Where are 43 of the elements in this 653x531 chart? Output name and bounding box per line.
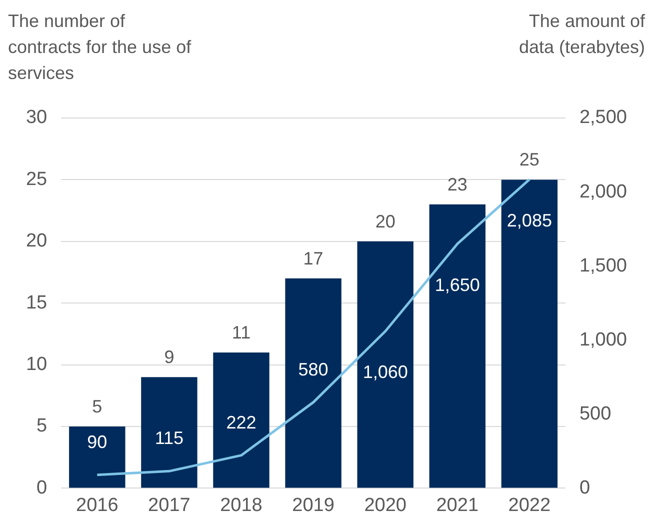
data-label: 9	[164, 347, 174, 368]
y-tick-label: 25	[26, 168, 48, 190]
data-label: 23	[447, 174, 468, 194]
x-tick-label: 2021	[436, 494, 479, 516]
bar	[141, 377, 198, 488]
x-tick-label: 2019	[292, 494, 334, 516]
y2-tick-label: 1,000	[579, 329, 627, 350]
x-tick-label: 2022	[508, 494, 551, 516]
x-tick-label: 2017	[148, 494, 190, 516]
data-label: 25	[519, 150, 540, 170]
data-label: 90	[87, 432, 108, 452]
data-label: 17	[303, 248, 324, 268]
data-label: 222	[226, 412, 256, 432]
data-label: 11	[232, 322, 251, 342]
data-label: 20	[375, 211, 396, 232]
y-tick-label: 5	[36, 416, 48, 437]
x-tick-label: 2016	[76, 494, 118, 516]
bar	[285, 278, 342, 488]
y-tick-label: 30	[26, 107, 48, 128]
y2-tick-label: 1,500	[579, 255, 627, 276]
data-label: 580	[298, 359, 328, 380]
bar	[69, 426, 126, 488]
y2-tick-label: 500	[579, 403, 612, 424]
y-axis-title: The number of contracts for the use of services	[8, 10, 192, 85]
bar	[357, 241, 414, 488]
data-label: 115	[154, 428, 184, 448]
y-tick-label: 0	[36, 477, 48, 498]
bar	[429, 204, 486, 488]
bar	[501, 180, 558, 488]
data-label: 1,060	[362, 362, 408, 382]
y2-tick-label: 0	[579, 477, 590, 498]
y-tick-label: 15	[26, 292, 48, 314]
data-label: 2,085	[506, 210, 552, 230]
y2-axis-title: The amount of data (terabytes)	[518, 10, 645, 59]
y2-tick-label: 2,500	[579, 107, 627, 128]
data-label: 5	[92, 396, 102, 416]
y-tick-label: 10	[26, 354, 48, 376]
y2-tick-label: 2,000	[579, 181, 627, 202]
bar	[213, 352, 270, 488]
y-tick-label: 20	[26, 230, 48, 252]
x-tick-label: 2018	[220, 494, 262, 516]
data-label: 1,650	[434, 274, 480, 295]
x-tick-label: 2020	[364, 494, 406, 516]
